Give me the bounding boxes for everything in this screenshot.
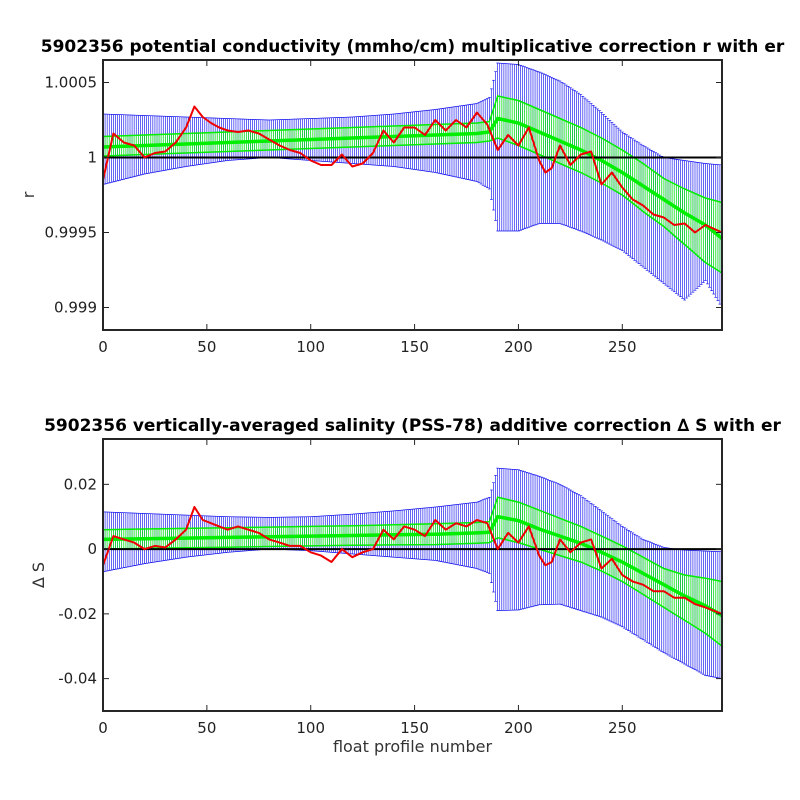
x-tick-label: 0 [98, 338, 108, 356]
x-tick-label: 150 [400, 338, 429, 356]
plot-area [103, 62, 722, 305]
x-tick-label: 200 [504, 719, 533, 737]
y-axis-label: ∆ S [29, 562, 48, 589]
y-tick-label: 1.0005 [45, 74, 98, 92]
plot-salinity-correction: 0 50 100 150 200 250 -0.04 -0.02 0 0.02 5902356 ve… [29, 416, 782, 756]
y-tick-label: 0.02 [64, 475, 97, 493]
x-tick-label: 150 [400, 719, 429, 737]
x-axis-label: float profile number [333, 737, 493, 756]
fit-line-upper [103, 496, 722, 583]
chart-title: 5902356 potential conductivity (mmho/cm)… [41, 37, 785, 57]
chart-title: 5902356 vertically-averaged salinity (PS… [44, 416, 781, 436]
fit-line-upper [103, 95, 722, 204]
plot-area [103, 467, 722, 679]
x-tick-label: 50 [197, 338, 216, 356]
axes-frame [102, 59, 723, 331]
data-line [103, 506, 722, 615]
fit-line-lower [103, 137, 722, 274]
fit-line-mid [103, 514, 722, 618]
fit-line-mid [103, 116, 722, 240]
y-axis-label: r [19, 191, 38, 198]
y-tick-label: 0 [87, 540, 97, 558]
y-tick-label: 0.999 [54, 299, 97, 317]
x-tick-label: 100 [296, 719, 325, 737]
x-tick-label: 0 [98, 719, 108, 737]
x-tick-label: 100 [296, 338, 325, 356]
y-tick-label: -0.02 [58, 605, 97, 623]
y-tick-label: -0.04 [58, 670, 97, 688]
x-tick-label: 200 [504, 338, 533, 356]
axes-frame [102, 438, 723, 712]
data-line [103, 105, 722, 234]
x-tick-label: 250 [608, 338, 637, 356]
x-tick-label: 50 [197, 719, 216, 737]
x-tick-label: 250 [608, 719, 637, 737]
plot-conductivity-correction: 0 50 100 150 200 250 0.999 0.9995 1 1.0005 5902356… [19, 37, 785, 356]
y-tick-label: 1 [87, 149, 97, 167]
fit-line-lower [103, 537, 722, 647]
y-tick-label: 0.9995 [45, 224, 98, 242]
